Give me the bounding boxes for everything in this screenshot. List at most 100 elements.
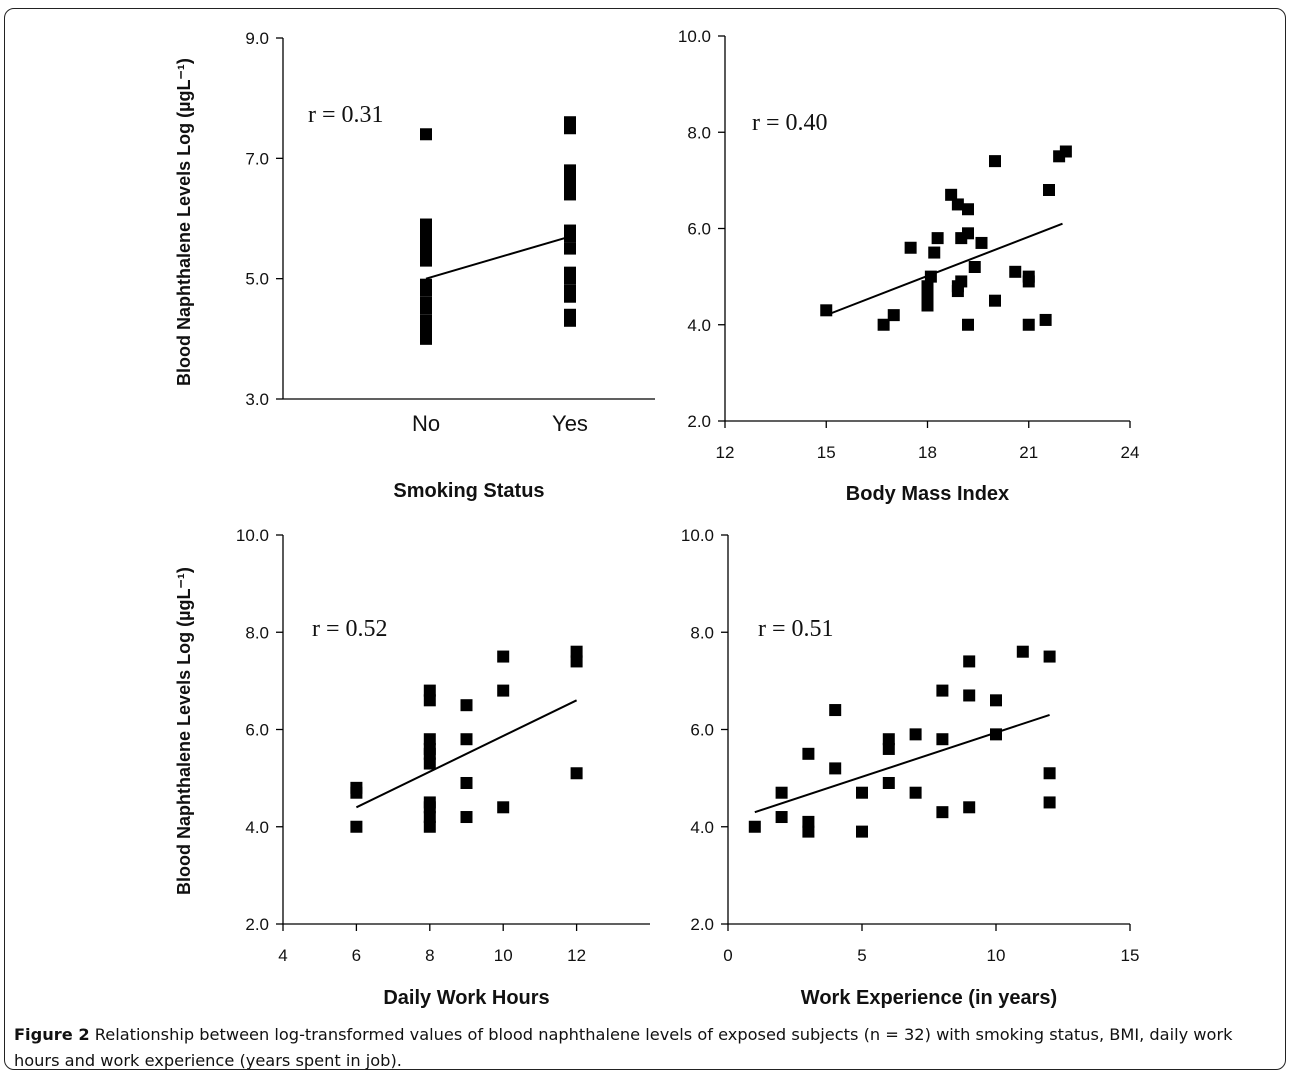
panel-work-hours-data-point	[570, 645, 583, 658]
panel-bmi-data-point	[968, 261, 981, 273]
panel-work-experience-data-point	[1043, 650, 1056, 663]
panel-bmi-data-point	[1043, 184, 1055, 196]
panel-smoking-data-point	[564, 164, 576, 177]
panel-work-experience-data-point	[856, 786, 868, 799]
panel-work-experience-data-point	[882, 742, 895, 755]
panel-work-hours-data-point	[460, 776, 473, 789]
panel-bmi-x-tick-label: 24	[1121, 443, 1140, 462]
panel-smoking-data-point	[420, 278, 432, 291]
panel-smoking-x-category-label: No	[412, 411, 440, 436]
panel-work-experience-y-tick-label: 2.0	[690, 915, 714, 934]
panel-smoking-data-point	[564, 266, 576, 279]
panel-work-hours-y-tick-label: 4.0	[245, 818, 269, 837]
panel-work-hours-data-point	[423, 694, 436, 707]
panel-work-experience-data-point	[990, 694, 1002, 707]
panel-work-hours-y-axis-title: Blood Naphthalene Levels Log (µgL⁻¹)	[174, 567, 194, 895]
panel-smoking-data-point	[564, 116, 576, 129]
panel-bmi-data-point	[928, 246, 941, 259]
panel-work-experience-data-point	[963, 801, 976, 814]
panel-bmi-correlation-label: r = 0.40	[752, 110, 828, 136]
panel-work-experience-data-point	[909, 728, 922, 741]
panel-bmi-x-tick-label: 12	[716, 443, 735, 462]
panel-bmi-data-point	[1022, 318, 1035, 331]
panel-bmi-x-tick-label: 21	[1019, 443, 1038, 462]
panel-smoking-trendline	[425, 235, 571, 280]
panel-work-experience-trendline	[754, 713, 1050, 814]
panel-work-hours-y-tick-label: 6.0	[245, 721, 269, 740]
panel-bmi-y-tick-label: 6.0	[687, 220, 711, 239]
figure-caption: Figure 2 Relationship between log-transf…	[14, 1022, 1276, 1074]
panel-work-experience-data-point	[909, 786, 922, 799]
panel-work-hours-data-point	[423, 733, 436, 746]
panel-bmi-data-point	[962, 203, 974, 216]
panel-work-experience: 2.0 4.0 6.0 8.0 10.0 0 5 10 15 Work Experience (i…	[681, 526, 1140, 1009]
panel-bmi-trendline	[825, 222, 1063, 317]
panel-work-experience-data-point	[936, 806, 949, 819]
figure-canvas: 3.0 5.0 7.0 9.0 No Yes Smoking Status Blood Nap…	[174, 27, 1140, 1009]
panel-work-hours-trendline	[355, 699, 578, 809]
panel-work-experience-y-tick-label: 4.0	[690, 818, 714, 837]
panel-work-experience-data-point	[802, 815, 815, 828]
panel-work-experience-data-point	[856, 825, 868, 838]
panel-smoking-data-point	[420, 218, 432, 231]
panel-work-experience-data-point	[990, 728, 1002, 741]
panel-work-experience-data-point	[936, 684, 949, 697]
panel-smoking-data-point	[564, 224, 576, 237]
panel-bmi-data-point	[921, 280, 934, 293]
panel-smoking-data-point	[564, 308, 576, 321]
panel-bmi-data-point	[975, 236, 988, 249]
panel-work-hours-correlation-label: r = 0.52	[312, 616, 388, 642]
panel-work-experience-data-point	[1043, 767, 1056, 780]
panel-work-experience-y-tick-label: 6.0	[690, 721, 714, 740]
panel-bmi-data-point	[904, 241, 917, 254]
panel-work-experience-data-point	[963, 689, 976, 702]
panel-work-hours-data-point	[460, 733, 473, 746]
panel-work-hours-y-tick-label: 2.0	[245, 915, 269, 934]
panel-bmi-data-point	[1059, 145, 1072, 158]
panel-bmi-x-tick-label: 18	[918, 443, 937, 462]
panel-work-hours-data-point	[423, 796, 436, 809]
panel-work-experience-y-tick-label: 10.0	[681, 526, 714, 545]
panel-bmi-data-point	[921, 289, 934, 302]
panel-bmi-data-point	[989, 155, 1001, 168]
panel-work-experience-data-point	[936, 733, 949, 746]
panel-work-experience-data-point	[775, 786, 788, 799]
panel-smoking-x-axis-title: Smoking Status	[393, 480, 544, 502]
figure-frame	[4, 8, 1286, 1070]
panel-work-experience-data-point	[1043, 796, 1056, 809]
panel-bmi-data-point	[877, 318, 890, 331]
panel-work-hours-x-tick-label: 12	[567, 946, 586, 965]
panel-bmi-data-point	[887, 309, 900, 322]
panel-bmi-data-point	[951, 198, 964, 211]
panel-smoking-data-point	[420, 128, 432, 141]
panel-bmi-data-point	[924, 270, 937, 283]
panel-work-hours-x-tick-label: 10	[494, 946, 513, 965]
panel-bmi-y-tick-label: 10.0	[678, 27, 711, 46]
panel-smoking-data-point	[420, 296, 432, 309]
panel-bmi-y-tick-label: 4.0	[687, 316, 711, 335]
panel-bmi-data-point	[955, 275, 968, 288]
panel-smoking-y-tick-label: 9.0	[245, 29, 269, 48]
panel-work-experience-data-point	[963, 655, 976, 668]
panel-work-experience-data-point	[882, 733, 895, 746]
panel-smoking-data-point	[564, 242, 576, 255]
panel-bmi-data-point	[962, 318, 974, 331]
panel-smoking-y-tick-label: 3.0	[245, 390, 269, 409]
panel-work-hours-data-point	[350, 820, 363, 833]
panel-work-hours-y-tick-label: 8.0	[245, 623, 269, 642]
panel-bmi-data-point	[989, 294, 1001, 307]
panel-work-hours-data-point	[460, 811, 473, 824]
panel-smoking-correlation-label: r = 0.31	[308, 102, 384, 128]
panel-smoking-x-category-label: Yes	[552, 411, 588, 436]
panel-work-hours-data-point	[570, 655, 583, 668]
panel-bmi-data-point	[1022, 270, 1035, 283]
panel-bmi-x-axis-title: Body Mass Index	[846, 483, 1009, 505]
panel-work-hours-x-tick-label: 8	[425, 946, 434, 965]
panel-work-hours: 2.0 4.0 6.0 8.0 10.0 4 6 8 10 12 Daily Work Hours B…	[174, 526, 650, 1009]
panel-work-hours-data-point	[423, 757, 436, 770]
panel-work-experience-x-tick-label: 0	[723, 946, 732, 965]
panel-work-hours-data-point	[423, 811, 436, 824]
panel-work-experience-data-point	[802, 747, 815, 760]
panel-work-experience-x-tick-label: 10	[987, 946, 1006, 965]
panel-smoking-y-tick-label: 5.0	[245, 270, 269, 289]
